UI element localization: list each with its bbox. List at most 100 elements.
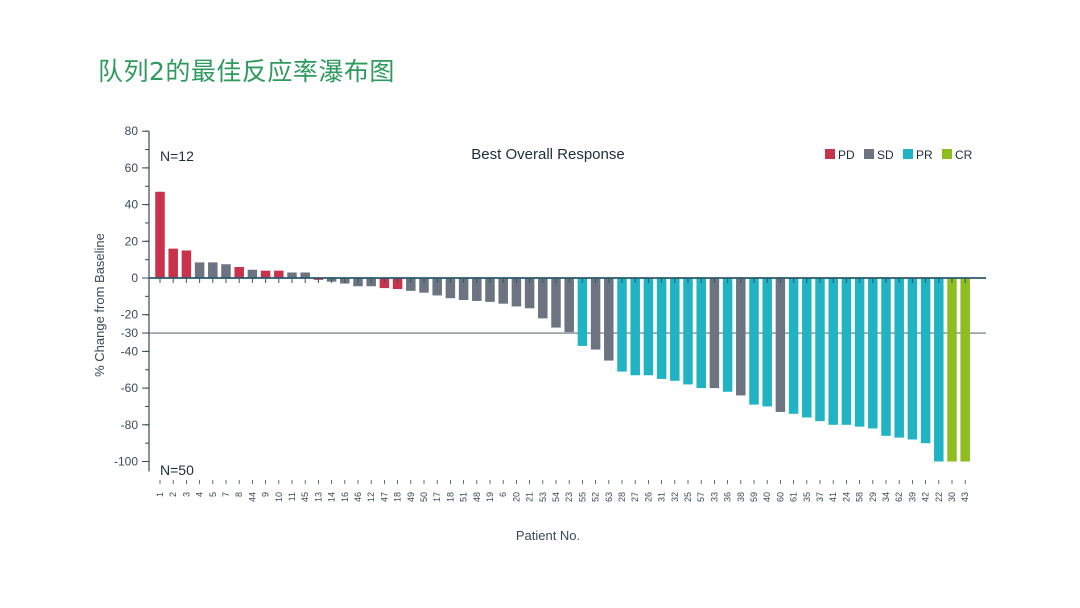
bar	[854, 278, 865, 427]
bar	[670, 278, 680, 381]
x-tick-label: 30	[947, 492, 957, 502]
bar	[419, 278, 429, 293]
bar	[485, 278, 495, 302]
bar	[247, 269, 258, 278]
axes-layer	[142, 130, 986, 484]
y-tick-label: 20	[125, 234, 139, 248]
bars-layer	[155, 191, 970, 462]
x-tick-label: 18	[393, 492, 403, 502]
x-tick-label: 7	[221, 492, 231, 497]
x-tick-label: 23	[564, 492, 574, 502]
x-tick-label: 45	[300, 492, 310, 502]
x-tick-label: 28	[617, 492, 627, 502]
x-tick-label: 37	[815, 492, 825, 502]
legend-label: PD	[838, 148, 855, 162]
bar	[445, 278, 456, 299]
bar	[392, 278, 403, 290]
x-tick-label: 27	[630, 492, 640, 502]
x-tick-label: 16	[340, 492, 350, 502]
x-tick-label: 61	[789, 492, 799, 502]
x-tick-label: 38	[736, 492, 746, 502]
x-tick-label: 5	[208, 492, 218, 497]
x-tick-label: 41	[828, 492, 838, 502]
bar	[472, 278, 482, 301]
labels-layer: 1 2 3 4 5 7 8 44 9 10 11 45 13 14 16 46 12 47 18 49 50 17 18 51…	[114, 124, 970, 502]
x-tick-label: 40	[762, 492, 772, 502]
bar	[775, 278, 786, 412]
y-tick-label: -30	[121, 326, 139, 340]
legend: PD SD PR CR	[825, 148, 973, 162]
bar	[920, 278, 931, 444]
bar	[406, 278, 416, 291]
bar	[194, 262, 205, 278]
annotation-n50: N=50	[160, 462, 194, 478]
y-axis-label: % Change from Baseline	[92, 233, 107, 377]
x-tick-label: 49	[406, 492, 416, 502]
x-tick-label: 25	[683, 492, 693, 502]
x-tick-label: 10	[274, 492, 284, 502]
legend-swatch	[903, 149, 913, 159]
bar	[604, 278, 614, 361]
bar	[815, 278, 825, 422]
legend-swatch	[864, 149, 874, 159]
bar	[868, 278, 878, 429]
bar	[656, 278, 667, 379]
bar	[274, 270, 284, 278]
y-tick-label: -20	[121, 308, 139, 322]
x-tick-label: 14	[327, 492, 337, 502]
bar	[379, 278, 390, 289]
bar	[722, 278, 733, 392]
x-tick-label: 60	[775, 492, 785, 502]
bar	[538, 278, 548, 319]
x-tick-label: 17	[432, 492, 442, 502]
bar	[749, 278, 759, 405]
bar	[234, 266, 244, 278]
bar	[168, 248, 178, 278]
slide-title: 队列2的最佳反应率瀑布图	[98, 57, 395, 86]
x-tick-label: 62	[894, 492, 904, 502]
bar	[762, 278, 772, 407]
bar	[683, 278, 693, 385]
x-tick-label: 48	[472, 492, 482, 502]
y-tick-label: 80	[125, 124, 139, 138]
bar	[960, 278, 970, 462]
bar	[828, 278, 838, 425]
x-axis-label: Patient No.	[516, 528, 580, 543]
bar	[841, 278, 852, 425]
x-tick-label: 3	[181, 492, 191, 497]
bar	[736, 278, 746, 396]
bar	[287, 272, 297, 278]
x-tick-label: 47	[379, 492, 389, 502]
x-tick-label: 51	[459, 492, 469, 502]
legend-swatch	[825, 149, 835, 159]
x-tick-label: 57	[696, 492, 706, 502]
x-tick-label: 18	[445, 492, 455, 502]
x-tick-label: 4	[195, 492, 205, 497]
bar	[934, 278, 944, 462]
x-tick-label: 42	[921, 492, 931, 502]
y-tick-label: 40	[125, 198, 139, 212]
x-tick-label: 44	[247, 492, 257, 502]
x-tick-label: 9	[261, 492, 271, 497]
bar	[551, 278, 561, 328]
x-tick-label: 55	[577, 492, 587, 502]
x-tick-label: 33	[709, 492, 719, 502]
bar	[564, 278, 574, 333]
y-tick-label: -80	[121, 418, 139, 432]
x-tick-label: 31	[657, 492, 667, 502]
x-tick-label: 6	[498, 492, 508, 497]
x-tick-label: 8	[234, 492, 244, 497]
bar	[577, 278, 588, 346]
x-tick-label: 19	[485, 492, 495, 502]
x-tick-label: 63	[604, 492, 614, 502]
x-tick-label: 35	[802, 492, 812, 502]
bar	[617, 278, 627, 372]
x-tick-label: 54	[551, 492, 561, 502]
bar	[524, 278, 535, 309]
x-tick-label: 58	[855, 492, 865, 502]
x-tick-label: 2	[168, 492, 178, 497]
y-tick-label: -60	[121, 381, 139, 395]
x-tick-label: 50	[419, 492, 429, 502]
chart-title: Best Overall Response	[471, 146, 624, 163]
